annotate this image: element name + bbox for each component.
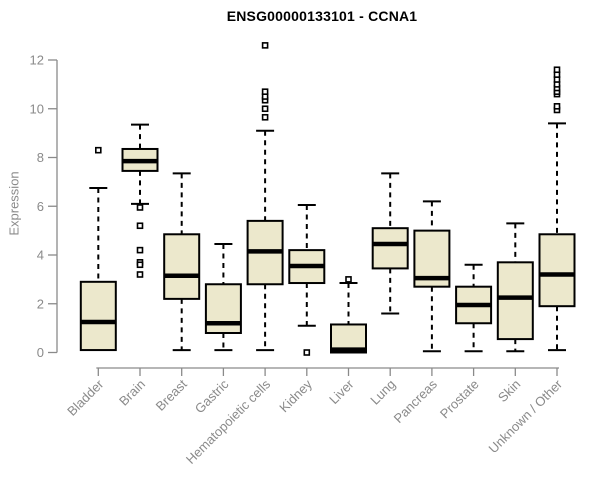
box-skin (496, 261, 534, 341)
y-tick-label: 8 (37, 150, 44, 165)
outlier-brain (136, 271, 144, 278)
outlier-unknown-other (553, 103, 561, 110)
outlier-bladder (95, 146, 102, 154)
outlier-hematopoietic-cells (261, 105, 269, 113)
x-tick-label: Unknown / Other (486, 376, 566, 456)
outlier-brain (136, 204, 144, 211)
y-tick-label: 12 (30, 53, 44, 68)
x-tick-label: Kidney (276, 376, 315, 415)
x-tick-label: Brain (116, 377, 148, 409)
chart-title: ENSG00000133101 - CCNA1 (226, 8, 418, 24)
y-tick-label: 4 (37, 248, 44, 263)
box-gastric (204, 283, 242, 334)
x-tick-label: Liver (326, 376, 357, 407)
x-tick-label: Gastric (192, 376, 232, 416)
x-tick-label: Pancreas (391, 376, 441, 426)
x-tick-label: Bladder (64, 376, 107, 419)
outlier-brain (136, 222, 144, 230)
outlier-brain (136, 246, 144, 254)
outlier-unknown-other (553, 66, 561, 74)
x-tick-label: Skin (495, 377, 523, 405)
x-tick-label: Breast (153, 376, 190, 413)
box-breast (163, 233, 201, 300)
box-bladder (79, 280, 117, 352)
outlier-liver (345, 276, 352, 283)
outlier-hematopoietic-cells (261, 88, 269, 95)
y-tick-label: 10 (30, 101, 44, 116)
outlier-hematopoietic-cells (261, 42, 269, 49)
outlier-hematopoietic-cells (261, 113, 269, 121)
y-tick-label: 2 (37, 296, 44, 311)
outlier-kidney (303, 349, 311, 356)
outlier-brain (136, 261, 144, 269)
x-tick-label: Lung (367, 377, 398, 408)
box-unknown-other (538, 233, 576, 308)
box-lung (371, 227, 409, 270)
x-tick-label: Prostate (437, 377, 482, 422)
y-tick-label: 6 (37, 199, 44, 214)
y-tick-label: 0 (37, 345, 44, 360)
